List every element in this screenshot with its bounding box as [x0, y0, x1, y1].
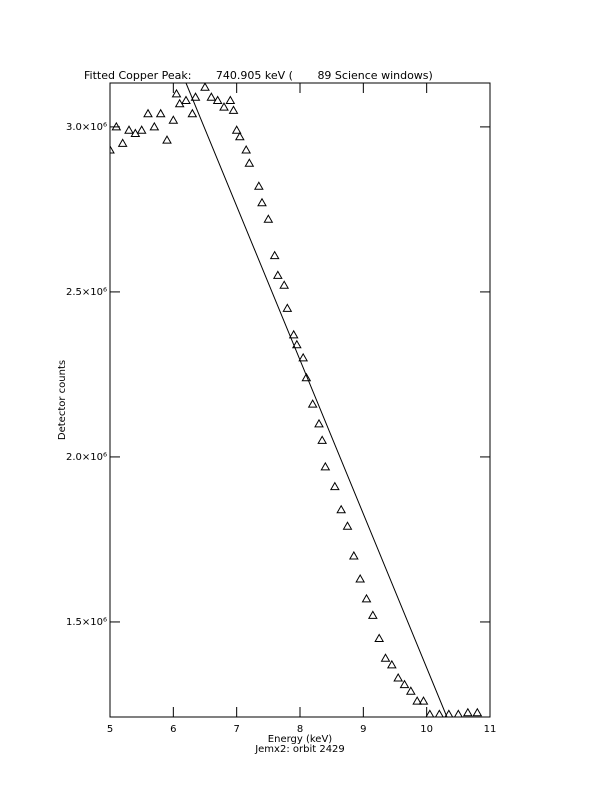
data-point	[241, 144, 252, 154]
data-point	[301, 372, 312, 382]
data-point	[418, 696, 429, 705]
data-point	[367, 610, 378, 619]
data-point	[279, 280, 290, 289]
plot-frame	[109, 82, 491, 718]
data-point	[253, 181, 264, 190]
x-tick-label: 9	[360, 724, 366, 735]
y-tick-label: 2.0×10⁶	[66, 452, 107, 463]
x-tick-label: 5	[107, 724, 113, 735]
y-tick-label: 3.0×10⁶	[66, 122, 107, 133]
data-point	[212, 95, 223, 104]
data-point	[386, 659, 397, 669]
data-point	[117, 138, 128, 147]
data-point	[190, 92, 201, 101]
data-point	[288, 329, 299, 339]
data-point	[219, 102, 229, 111]
data-point	[124, 125, 134, 134]
plot-area	[110, 83, 483, 717]
x-tick-label: 8	[297, 724, 303, 735]
data-point	[110, 144, 115, 154]
data-point	[453, 709, 463, 717]
data-point	[348, 550, 359, 560]
subtitle: Jemx2: orbit 2429	[254, 744, 345, 755]
data-point	[472, 707, 483, 717]
data-point	[225, 95, 236, 104]
data-point	[263, 214, 274, 223]
y-tick-label: 1.5×10⁶	[66, 617, 107, 628]
data-point	[320, 461, 331, 471]
data-point	[168, 115, 179, 124]
x-tick-label: 11	[484, 724, 497, 735]
data-point	[342, 521, 353, 530]
data-point	[393, 673, 404, 682]
data-point	[187, 108, 198, 118]
data-point	[462, 707, 473, 717]
data-point	[257, 197, 267, 207]
x-axis-label: Energy (keV)	[268, 734, 333, 745]
y-tick-label: 2.5×10⁶	[66, 287, 107, 298]
data-point	[399, 679, 410, 689]
data-point	[206, 92, 217, 101]
data-point	[412, 696, 423, 705]
data-point	[361, 593, 372, 603]
x-tick-label: 7	[233, 724, 239, 735]
data-point	[298, 352, 309, 362]
data-point	[425, 709, 435, 717]
data-point	[181, 95, 191, 104]
data-point	[149, 121, 160, 131]
x-tick-label: 6	[170, 724, 176, 735]
data-point	[374, 633, 385, 642]
fit-line	[185, 83, 448, 717]
data-point	[444, 709, 454, 717]
data-point	[136, 125, 147, 134]
data-point	[162, 135, 172, 144]
data-point	[336, 504, 347, 514]
x-tick-label: 10	[420, 724, 433, 735]
data-point	[291, 339, 302, 349]
data-point	[234, 131, 245, 141]
data-point	[355, 574, 366, 583]
data-point	[228, 105, 239, 114]
data-point	[434, 709, 444, 717]
chart-title: Fitted Copper Peak: 740.905 keV ( 89 Sci…	[84, 69, 433, 82]
data-point	[282, 303, 293, 312]
data-point	[272, 270, 283, 279]
data-point	[405, 686, 416, 695]
y-axis-label: Detector counts	[57, 360, 68, 440]
data-point	[244, 158, 255, 167]
data-point	[200, 83, 210, 91]
data-point	[155, 108, 166, 118]
data-point	[171, 88, 182, 98]
data-point	[231, 125, 242, 134]
data-point	[143, 108, 153, 118]
data-point	[317, 435, 328, 444]
data-point	[307, 399, 318, 408]
data-point	[269, 250, 280, 260]
data-point	[314, 418, 324, 428]
data-point	[380, 653, 391, 662]
data-point	[329, 481, 340, 491]
